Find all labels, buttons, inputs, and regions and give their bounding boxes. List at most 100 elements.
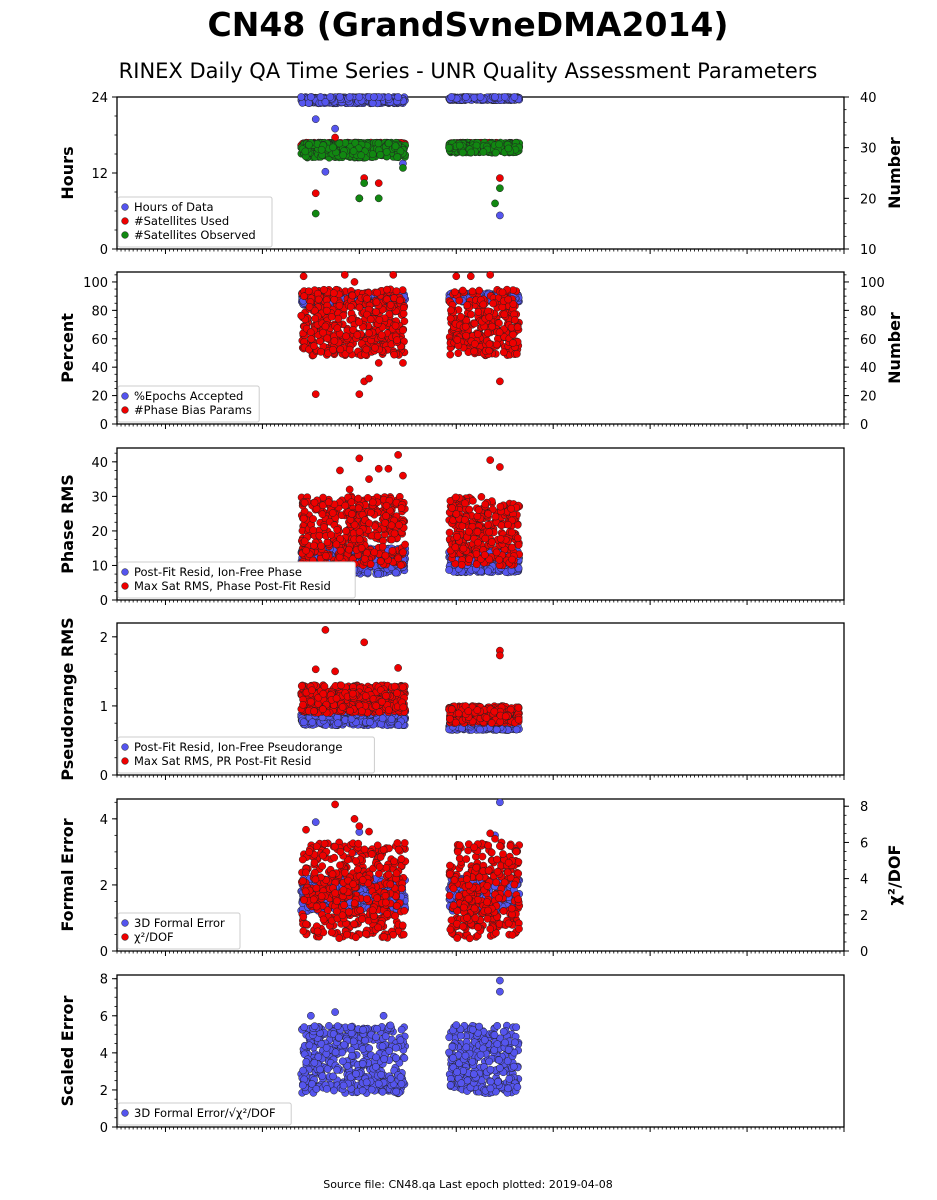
y-tick-label: 40 [91, 456, 108, 471]
data-point [365, 329, 373, 338]
y2-tick-label: 20 [860, 390, 877, 405]
data-point [386, 301, 395, 309]
data-point [474, 308, 483, 316]
data-point [319, 328, 327, 337]
y-tick-label: 0 [100, 418, 108, 433]
data-point [374, 194, 383, 203]
data-point [307, 93, 315, 101]
y-axis-label: Hours [58, 146, 77, 199]
y2-tick-label: 20 [860, 192, 877, 207]
y-tick-label: 40 [91, 361, 108, 376]
data-point [311, 115, 320, 124]
data-point [393, 336, 401, 345]
data-point [360, 179, 369, 187]
data-point [391, 321, 400, 330]
data-point [399, 359, 407, 367]
data-point [498, 288, 507, 297]
y-tick-label: 24 [91, 91, 108, 106]
data-point [371, 343, 379, 352]
data-point [368, 150, 377, 159]
data-point [297, 311, 306, 320]
data-point [393, 153, 402, 161]
data-point [496, 184, 504, 193]
data-point [374, 570, 383, 578]
data-point [346, 302, 355, 311]
data-point [304, 287, 313, 296]
data-point [455, 296, 464, 305]
legend-label: Hours of Data [134, 200, 214, 214]
data-point [305, 140, 313, 149]
legend: %Epochs Accepted#Phase Bias Params [117, 385, 260, 423]
data-point [458, 286, 467, 295]
y2-tick-label: 60 [860, 333, 877, 348]
data-point [306, 328, 315, 337]
data-point [486, 270, 495, 279]
data-point [466, 272, 475, 281]
data-point [458, 148, 467, 157]
data-point [336, 93, 344, 101]
y2-tick-label: 40 [860, 91, 877, 106]
data-point [377, 331, 386, 339]
y2-tick-label: 40 [860, 361, 877, 376]
data-point [454, 349, 463, 358]
figure-title: CN48 (GrandSvneDMA2014) [208, 5, 729, 44]
data-point [366, 315, 375, 324]
data-point [355, 93, 364, 101]
figure-subtitle: RINEX Daily QA Time Series - UNR Quality… [119, 59, 818, 83]
data-point [321, 167, 330, 176]
legend-label: #Phase Bias Params [134, 403, 252, 417]
data-point [495, 140, 504, 149]
data-point [452, 272, 461, 281]
legend-marker [121, 406, 129, 414]
y-tick-label: 100 [83, 276, 108, 291]
data-point [474, 330, 482, 338]
data-point [390, 350, 398, 359]
data-point [391, 142, 400, 151]
y2-axis-label: Number [885, 312, 904, 384]
y-tick-label: 20 [91, 525, 108, 540]
data-point [382, 148, 391, 156]
data-point [396, 296, 404, 305]
data-point [446, 350, 455, 359]
data-point [374, 139, 383, 148]
data-point [310, 342, 318, 350]
data-point [345, 345, 354, 354]
data-point [476, 93, 485, 101]
data-point [362, 345, 371, 354]
data-point [372, 308, 380, 316]
legend: Hours of Data#Satellites Used#Satellites… [117, 196, 273, 248]
data-point [475, 286, 484, 295]
data-point [462, 93, 470, 101]
y2-tick-label: 30 [860, 142, 877, 157]
data-point [345, 93, 354, 101]
data-point [389, 270, 398, 279]
data-point [500, 93, 509, 101]
data-point [355, 390, 364, 399]
data-point [455, 141, 464, 150]
y-axis-label: Phase RMS [58, 474, 77, 574]
data-point [384, 93, 393, 101]
data-point [299, 272, 308, 281]
panel-percent: 0 20 40 60 80 100 Percent 0 20 40 60 80 100 Number %Ep… [58, 270, 904, 433]
data-point [399, 164, 407, 172]
data-point [335, 139, 344, 148]
data-point [485, 340, 494, 348]
data-point [311, 189, 320, 198]
data-point [355, 194, 364, 203]
data-point [329, 143, 337, 152]
data-point [456, 312, 465, 321]
data-point [491, 93, 499, 101]
data-point [513, 323, 522, 332]
data-point [453, 335, 462, 344]
data-point [363, 294, 371, 303]
y-axis-label: Percent [58, 313, 77, 383]
data-point [470, 347, 478, 356]
data-point [335, 301, 344, 310]
data-point [500, 310, 509, 319]
data-point [301, 147, 310, 156]
data-point [510, 93, 519, 101]
series-blue [297, 93, 524, 220]
series-green [297, 138, 524, 218]
data-point [317, 348, 325, 356]
